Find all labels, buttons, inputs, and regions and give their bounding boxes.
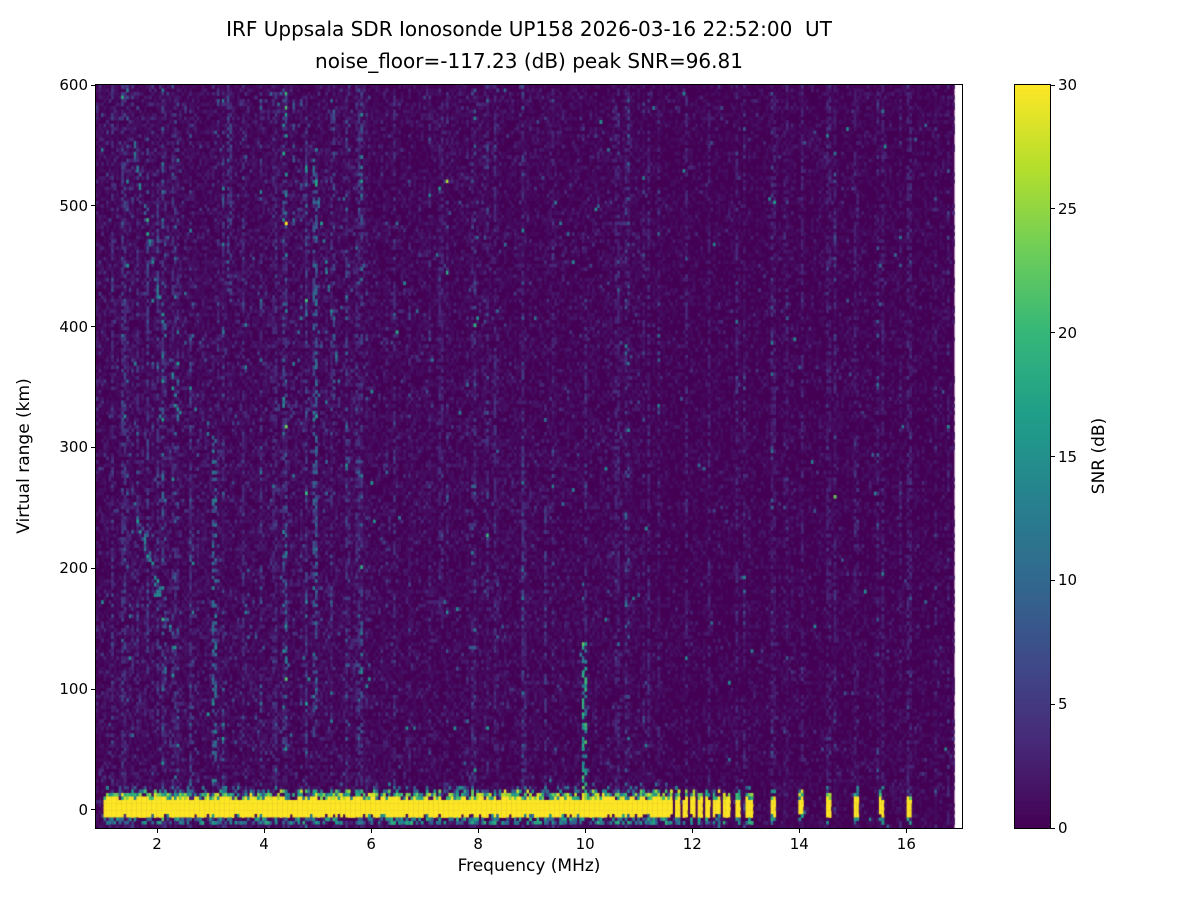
- y-tick-label: 400: [59, 317, 88, 336]
- y-tick-label: 200: [59, 559, 88, 578]
- colorbar-tick-label: 5: [1058, 695, 1068, 714]
- x-tick-mark: [691, 829, 693, 833]
- x-tick-label: 10: [575, 835, 595, 853]
- colorbar-tick-mark: [1051, 332, 1055, 334]
- x-tick-mark: [798, 829, 800, 833]
- colorbar-tick-mark: [1051, 579, 1055, 581]
- x-tick-label: 8: [473, 835, 483, 853]
- ionogram-heatmap: [96, 85, 962, 828]
- colorbar-tick-mark: [1051, 827, 1055, 829]
- x-axis-label: Frequency (MHz): [457, 856, 601, 876]
- y-tick-mark: [91, 326, 95, 328]
- chart-title: IRF Uppsala SDR Ionosonde UP158 2026-03-…: [226, 17, 832, 41]
- chart-subtitle: noise_floor=-117.23 (dB) peak SNR=96.81: [315, 49, 743, 73]
- y-tick-mark: [91, 688, 95, 690]
- x-tick-mark: [370, 829, 372, 833]
- x-tick-mark: [263, 829, 265, 833]
- y-axis-label: Virtual range (km): [14, 378, 34, 534]
- x-tick-label: 14: [789, 835, 809, 853]
- colorbar-gradient: [1015, 85, 1050, 828]
- colorbar-tick-label: 25: [1058, 199, 1078, 218]
- y-tick-label: 0: [78, 800, 88, 819]
- colorbar-tick-label: 30: [1058, 76, 1078, 94]
- y-tick-label: 100: [59, 680, 88, 699]
- colorbar-tick-mark: [1051, 84, 1055, 86]
- y-tick-label: 300: [59, 438, 88, 457]
- x-tick-mark: [477, 829, 479, 833]
- x-tick-label: 4: [259, 835, 269, 853]
- x-tick-mark: [584, 829, 586, 833]
- x-tick-mark: [905, 829, 907, 833]
- colorbar-tick-label: 15: [1058, 447, 1078, 466]
- x-tick-label: 2: [152, 835, 162, 853]
- y-tick-mark: [91, 567, 95, 569]
- colorbar-tick-label: 20: [1058, 323, 1078, 342]
- colorbar-tick-label: 0: [1058, 819, 1068, 837]
- colorbar-tick-label: 10: [1058, 571, 1078, 590]
- x-tick-label: 16: [896, 835, 916, 853]
- y-tick-label: 600: [59, 76, 88, 94]
- y-tick-mark: [91, 205, 95, 207]
- colorbar-tick-mark: [1051, 703, 1055, 705]
- x-tick-mark: [156, 829, 158, 833]
- y-tick-mark: [91, 446, 95, 448]
- x-tick-label: 6: [366, 835, 376, 853]
- y-tick-mark: [91, 84, 95, 86]
- y-tick-mark: [91, 809, 95, 811]
- y-tick-label: 500: [59, 196, 88, 215]
- colorbar-tick-mark: [1051, 208, 1055, 210]
- colorbar-tick-mark: [1051, 456, 1055, 457]
- x-tick-label: 12: [682, 835, 702, 853]
